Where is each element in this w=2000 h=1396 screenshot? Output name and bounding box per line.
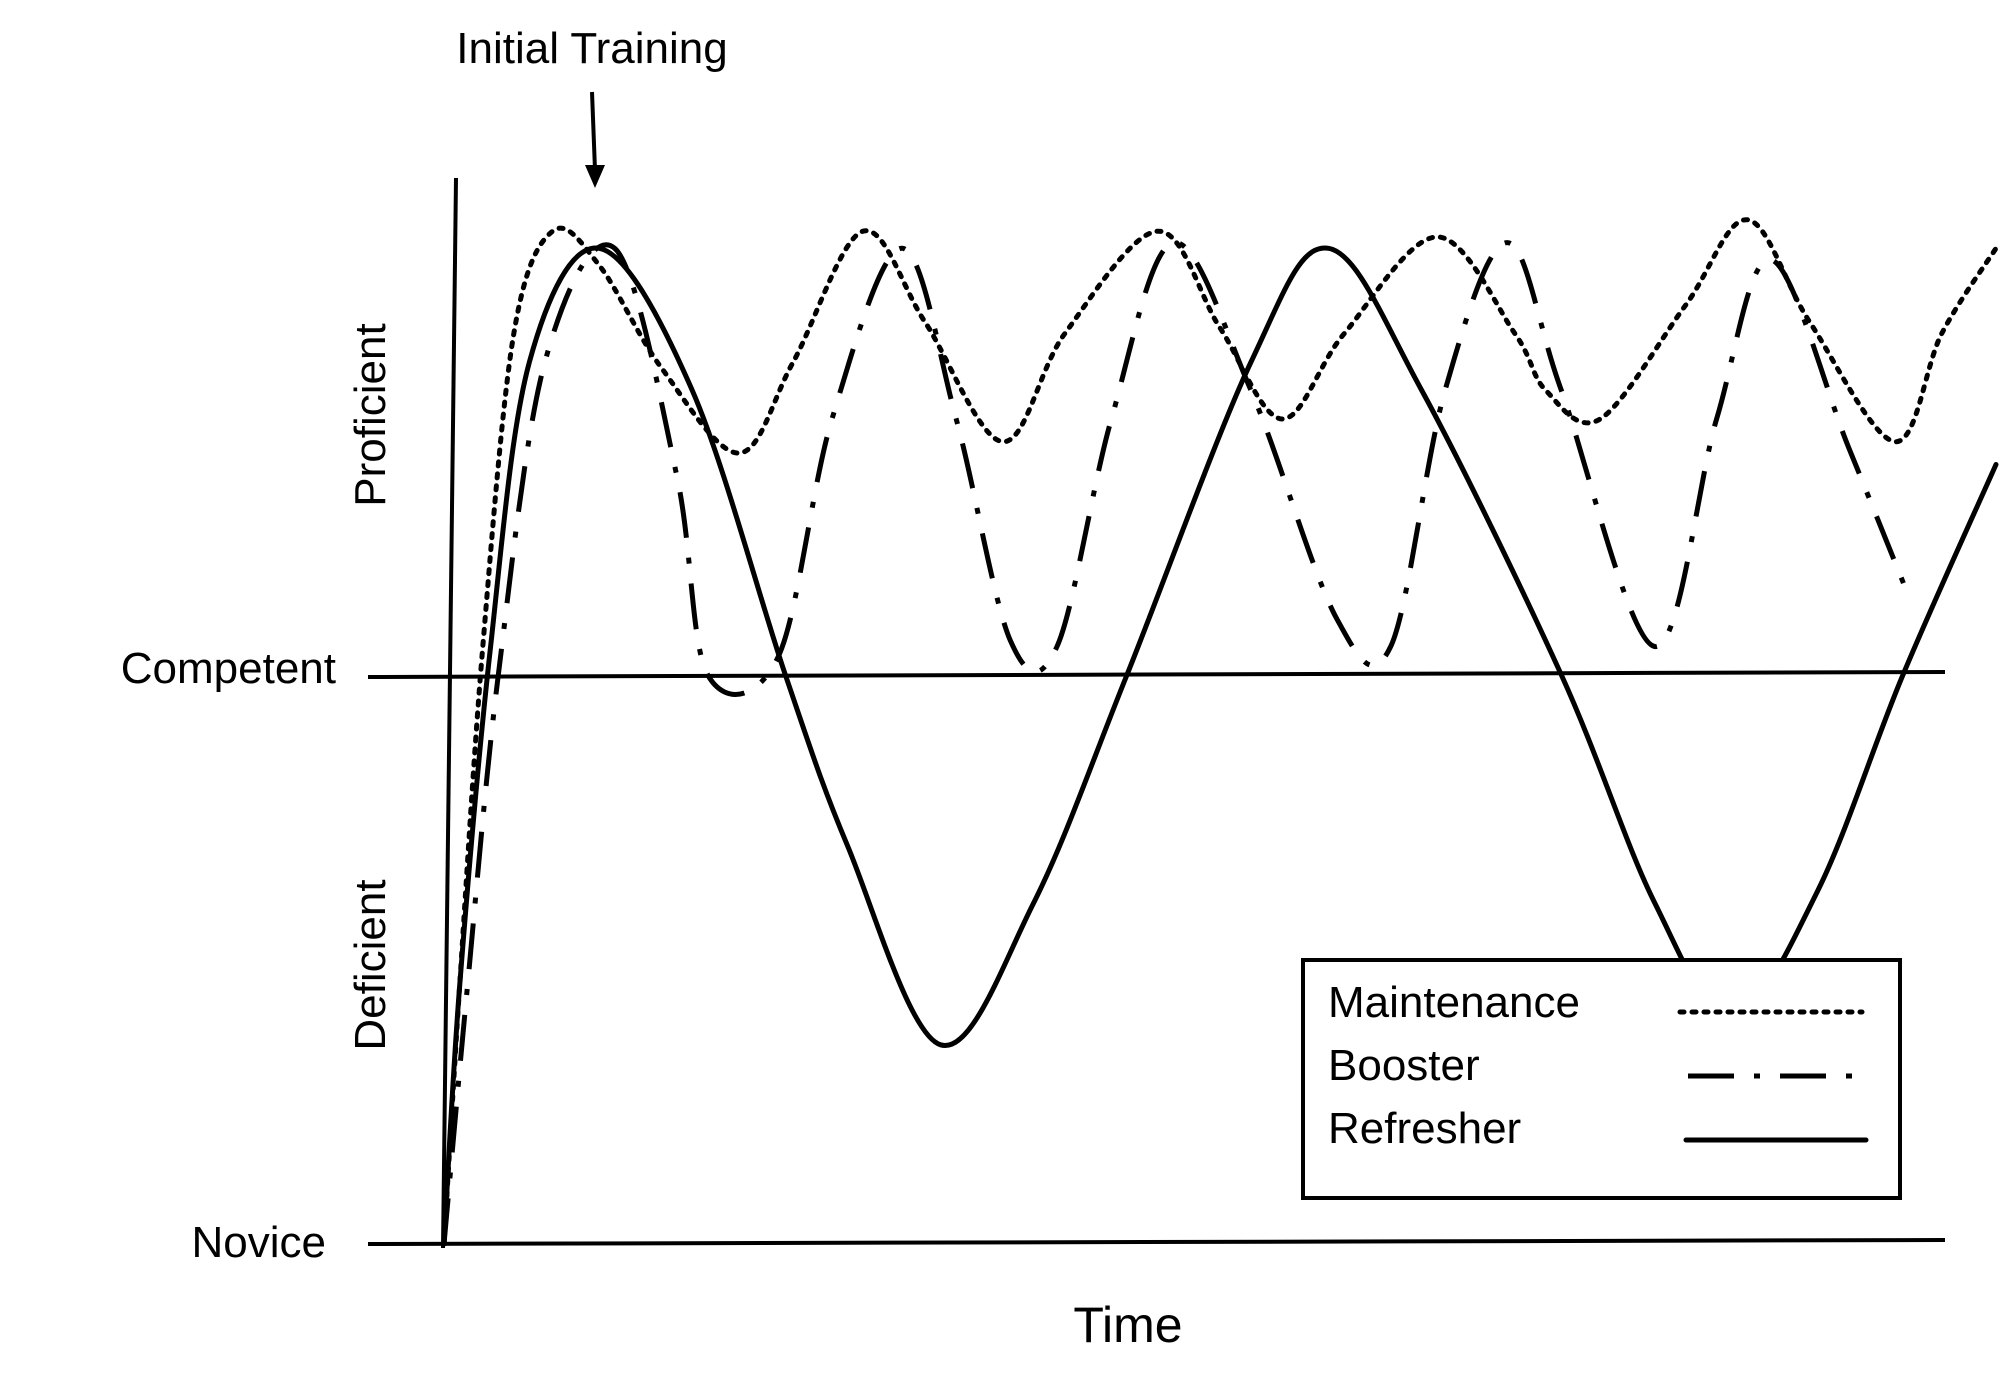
legend-box <box>1301 958 1902 1200</box>
competent-line <box>367 670 1946 679</box>
x-axis-novice-line <box>367 1238 1946 1246</box>
band-label-deficient: Deficient <box>346 879 395 1050</box>
legend-label-refresher: Refresher <box>1328 1104 1521 1153</box>
y-axis <box>441 177 458 1249</box>
annotation-label: Initial Training <box>456 24 727 73</box>
level-label-novice: Novice <box>192 1218 327 1267</box>
level-label-competent: Competent <box>121 644 336 693</box>
legend: Maintenance Booster Refresher <box>1301 958 1902 1200</box>
band-label-proficient: Proficient <box>346 323 395 506</box>
series-line-maintenance <box>441 217 1999 1247</box>
annotation-arrow-shaft <box>590 91 597 171</box>
legend-label-maintenance: Maintenance <box>1328 978 1580 1027</box>
legend-label-booster: Booster <box>1328 1041 1480 1090</box>
x-axis-title: Time <box>1073 1297 1182 1353</box>
annotation-arrow-head <box>585 165 605 188</box>
